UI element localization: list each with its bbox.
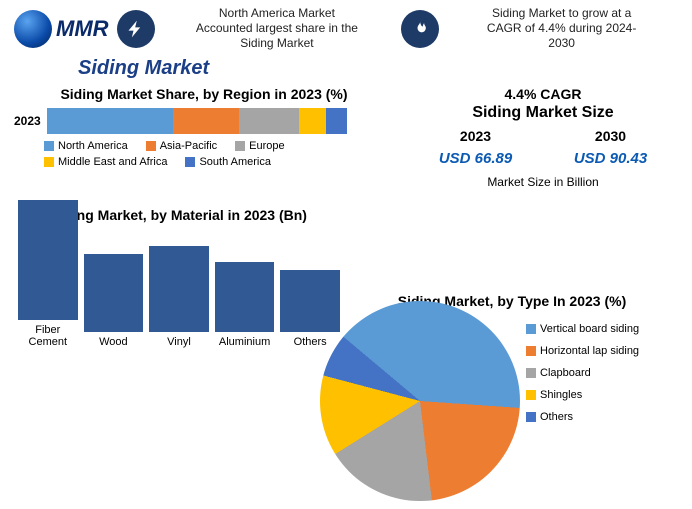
header: MMR North America Market Accounted large… bbox=[0, 0, 692, 51]
globe-icon bbox=[14, 10, 52, 48]
legend-item: Others bbox=[526, 411, 639, 423]
legend-item: Europe bbox=[235, 140, 284, 152]
region-chart-title: Siding Market Share, by Region in 2023 (… bbox=[14, 86, 394, 102]
legend-item: Horizontal lap siding bbox=[526, 345, 639, 357]
row-2: Siding Market Share, by Region in 2023 (… bbox=[0, 86, 692, 189]
bar-column: Fiber Cement bbox=[18, 200, 78, 349]
segment bbox=[47, 108, 173, 134]
segment bbox=[299, 108, 326, 134]
bar-column: Wood bbox=[84, 254, 144, 349]
legend-item: Shingles bbox=[526, 389, 639, 401]
size-values: USD 66.89 USD 90.43 bbox=[408, 150, 678, 167]
size-unit: Market Size in Billion bbox=[408, 175, 678, 189]
bolt-icon bbox=[117, 10, 155, 48]
bar bbox=[149, 246, 209, 332]
size-years: 2023 2030 bbox=[408, 128, 678, 144]
legend-item: South America bbox=[185, 156, 271, 168]
stacked-bar-wrap: 2023 bbox=[14, 108, 394, 134]
pie-legend: Vertical board siding Horizontal lap sidi… bbox=[526, 323, 639, 501]
bar-label: Fiber Cement bbox=[18, 324, 78, 349]
logo-text: MMR bbox=[56, 16, 109, 42]
val-a: USD 66.89 bbox=[439, 150, 512, 167]
val-b: USD 90.43 bbox=[574, 150, 647, 167]
material-chart: Siding Market, by Material in 2023 (Bn) … bbox=[14, 207, 344, 349]
bar-column: Aluminium bbox=[215, 262, 275, 349]
callout-cagr: Siding Market to grow at a CAGR of 4.4% … bbox=[401, 6, 678, 51]
logo: MMR bbox=[14, 10, 109, 48]
callout-text-1: North America Market Accounted largest s… bbox=[192, 6, 362, 51]
bar-label: Wood bbox=[99, 336, 128, 349]
year-a: 2023 bbox=[460, 128, 491, 144]
material-bars: Fiber CementWoodVinylAluminiumOthers bbox=[14, 229, 344, 349]
legend-item: Vertical board siding bbox=[526, 323, 639, 335]
bar bbox=[215, 262, 275, 332]
bar-column: Vinyl bbox=[149, 246, 209, 349]
year-b: 2030 bbox=[595, 128, 626, 144]
stacked-bar bbox=[47, 108, 347, 134]
market-size-panel: 4.4% CAGR Siding Market Size 2023 2030 U… bbox=[408, 86, 678, 189]
bar bbox=[18, 200, 78, 320]
flame-icon bbox=[401, 10, 439, 48]
callout-text-2: Siding Market to grow at a CAGR of 4.4% … bbox=[477, 6, 647, 51]
region-legend: North America Asia-Pacific Europe Middle Ea… bbox=[44, 140, 394, 168]
callout-north-america: North America Market Accounted largest s… bbox=[117, 6, 394, 51]
bar bbox=[84, 254, 144, 332]
type-chart: Vertical board siding Horizontal lap sidi… bbox=[320, 295, 680, 501]
cagr-value: 4.4% CAGR bbox=[408, 86, 678, 102]
pie-chart bbox=[320, 301, 520, 501]
bar-label: Vinyl bbox=[167, 336, 191, 349]
segment bbox=[239, 108, 299, 134]
region-chart: Siding Market Share, by Region in 2023 (… bbox=[14, 86, 394, 189]
legend-item: North America bbox=[44, 140, 128, 152]
legend-item: Asia-Pacific bbox=[146, 140, 217, 152]
segment bbox=[326, 108, 347, 134]
segment bbox=[173, 108, 239, 134]
legend-item: Middle East and Africa bbox=[44, 156, 167, 168]
bar-label: Aluminium bbox=[219, 336, 270, 349]
size-title: Siding Market Size bbox=[408, 104, 678, 122]
stacked-y-label: 2023 bbox=[14, 114, 41, 128]
legend-item: Clapboard bbox=[526, 367, 639, 379]
main-title: Siding Market bbox=[78, 57, 692, 80]
